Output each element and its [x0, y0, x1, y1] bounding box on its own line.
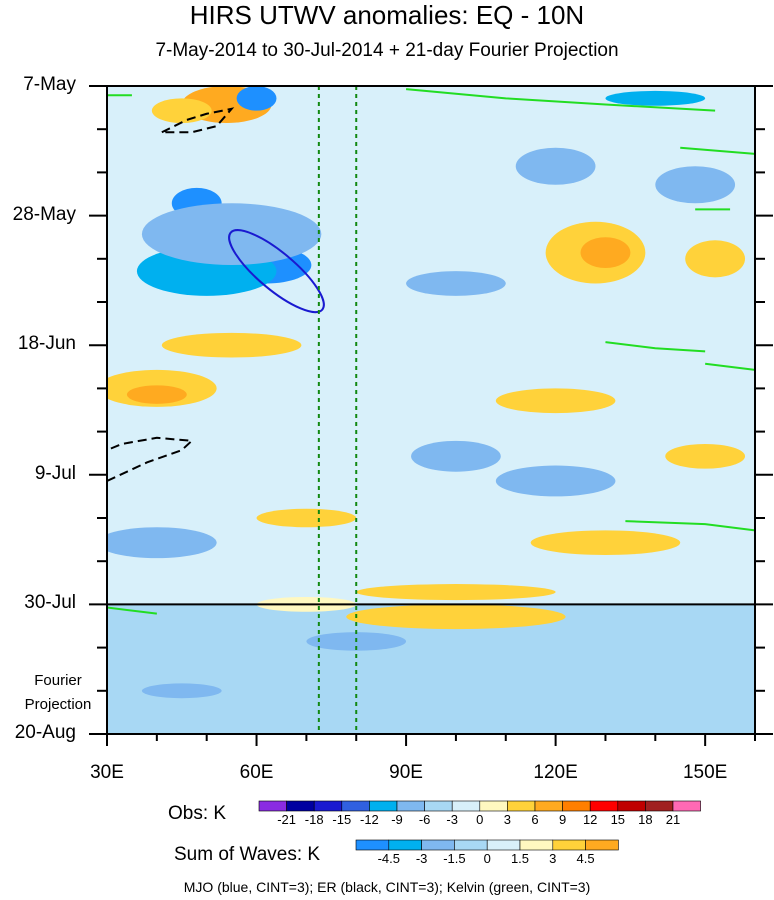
wave-colorbar-swatch-5: [519, 839, 554, 851]
obs-colorbar-swatch-10: [534, 800, 563, 812]
wave-colorbar-label-1: -3: [415, 851, 428, 866]
er-contour-1: [107, 436, 195, 482]
obs-colorbar-swatch-6: [424, 800, 453, 812]
anomaly-blob-13: [406, 271, 506, 296]
obs-colorbar-swatch-2: [313, 800, 343, 812]
obs-colorbar-title: Obs: K: [168, 803, 227, 824]
anomaly-blob-12: [655, 166, 736, 204]
kelvin-contour-4: [605, 341, 706, 353]
anomaly-blob-22: [107, 527, 217, 559]
obs-colorbar-label-3: -12: [359, 812, 379, 827]
obs-colorbar-label-13: 18: [638, 812, 653, 827]
obs-colorbar-swatch-11: [562, 800, 591, 812]
obs-colorbar-swatch-14: [645, 800, 674, 812]
anomaly-blob-20: [495, 465, 616, 497]
fourier-projection-label-1: Fourier: [34, 672, 82, 689]
wave-colorbar-swatch-2: [421, 839, 455, 851]
y-tick-label-4: 30-Jul: [24, 592, 76, 614]
kelvin-contour-6: [625, 520, 755, 532]
obs-colorbar-label-8: 3: [503, 812, 511, 827]
anomaly-blob-15: [126, 385, 187, 404]
wave-colorbar-swatch-3: [454, 839, 488, 851]
anomaly-blob-16: [161, 332, 302, 358]
anomaly-blob-27: [346, 604, 566, 630]
y-tick-label-3: 9-Jul: [34, 462, 76, 484]
obs-colorbar-label-11: 12: [582, 812, 598, 827]
obs-colorbar-swatch-0: [258, 800, 287, 812]
kelvin-contour-1: [405, 88, 716, 112]
wave-colorbar-swatch-4: [486, 839, 521, 851]
obs-colorbar-swatch-3: [341, 800, 370, 812]
obs-colorbar-label-9: 6: [531, 812, 539, 827]
fourier-projection-label-2: Projection: [24, 696, 92, 713]
x-tick-label-0: 30E: [90, 762, 124, 783]
wave-colorbar-label-4: 1.5: [510, 851, 530, 866]
wave-colorbar-title: Sum of Waves: K: [174, 844, 321, 865]
obs-colorbar-swatch-7: [451, 800, 481, 812]
wave-colorbar-swatch-6: [552, 839, 586, 851]
anomaly-blob-18: [665, 443, 746, 469]
anomaly-blob-1: [151, 98, 212, 124]
y-tick-label-0: 7-May: [23, 74, 76, 95]
wave-colorbar-label-5: 3: [549, 851, 557, 866]
anomaly-blob-11: [515, 147, 596, 185]
anomaly-blob-19: [411, 440, 501, 472]
obs-colorbar-label-1: -18: [304, 812, 324, 827]
obs-colorbar-swatch-4: [369, 800, 398, 812]
obs-colorbar-swatch-15: [672, 800, 701, 812]
obs-colorbar-swatch-8: [479, 800, 508, 812]
anomaly-blob-17: [495, 388, 616, 414]
obs-colorbar-label-4: -9: [391, 812, 403, 827]
y-tick-label-1: 28-May: [12, 203, 76, 225]
anomaly-blob-29: [141, 683, 222, 699]
obs-colorbar-label-5: -6: [418, 812, 431, 827]
chart-title: HIRS UTWV anomalies: EQ - 10N: [189, 0, 585, 30]
x-tick-label-2: 90E: [389, 762, 423, 783]
x-tick-label-1: 60E: [239, 762, 274, 783]
anomaly-blob-23: [256, 508, 357, 528]
wave-colorbar-swatch-7: [585, 839, 619, 851]
wave-colorbar-label-3: 0: [483, 851, 491, 866]
obs-colorbar-label-14: 21: [665, 812, 681, 827]
anomaly-blob-9: [580, 237, 631, 269]
wave-colorbar-swatch-1: [388, 839, 422, 851]
obs-colorbar-label-7: 0: [476, 812, 484, 827]
obs-colorbar-swatch-1: [286, 800, 315, 812]
plot-frame: [106, 85, 756, 735]
wave-colorbar-label-2: -1.5: [443, 851, 466, 866]
kelvin-contour-2: [680, 146, 755, 155]
chart-subtitle: 7-May-2014 to 30-Jul-2014 + 21-day Fouri…: [155, 40, 619, 61]
mjo-contour-0: [228, 229, 325, 314]
y-tick-label-2: 18-Jun: [17, 333, 76, 355]
obs-colorbar-label-12: 15: [610, 812, 626, 827]
obs-colorbar-swatch-9: [507, 800, 536, 812]
y-tick-label-5: 20-Aug: [14, 722, 76, 743]
obs-colorbar-label-0: -21: [277, 812, 296, 827]
anomaly-blob-25: [356, 584, 556, 601]
obs-colorbar-label-6: -3: [446, 812, 458, 827]
wave-colorbar-swatch-0: [355, 839, 390, 851]
wave-colorbar-label-0: -4.5: [377, 851, 400, 866]
obs-colorbar-swatch-13: [617, 800, 646, 812]
obs-colorbar-label-10: 9: [558, 812, 567, 827]
x-tick-label-4: 150E: [682, 762, 728, 783]
obs-colorbar-label-2: -15: [332, 812, 352, 827]
anomaly-blob-7: [141, 203, 322, 265]
obs-colorbar-swatch-12: [589, 800, 619, 812]
x-tick-label-3: 120E: [533, 762, 578, 783]
obs-colorbar-swatch-5: [396, 800, 425, 812]
anomaly-blob-24: [530, 530, 681, 556]
wave-colorbar-label-6: 4.5: [576, 851, 595, 866]
anomaly-blob-3: [605, 90, 706, 106]
er-contour-0: [161, 107, 235, 134]
anomaly-blob-2: [236, 86, 277, 111]
anomaly-blob-10: [685, 240, 746, 278]
kelvin-contour-5: [705, 362, 755, 371]
kelvin-contour-7: [107, 606, 157, 615]
contour-legend: MJO (blue, CINT=3); ER (black, CINT=3); …: [183, 879, 591, 895]
